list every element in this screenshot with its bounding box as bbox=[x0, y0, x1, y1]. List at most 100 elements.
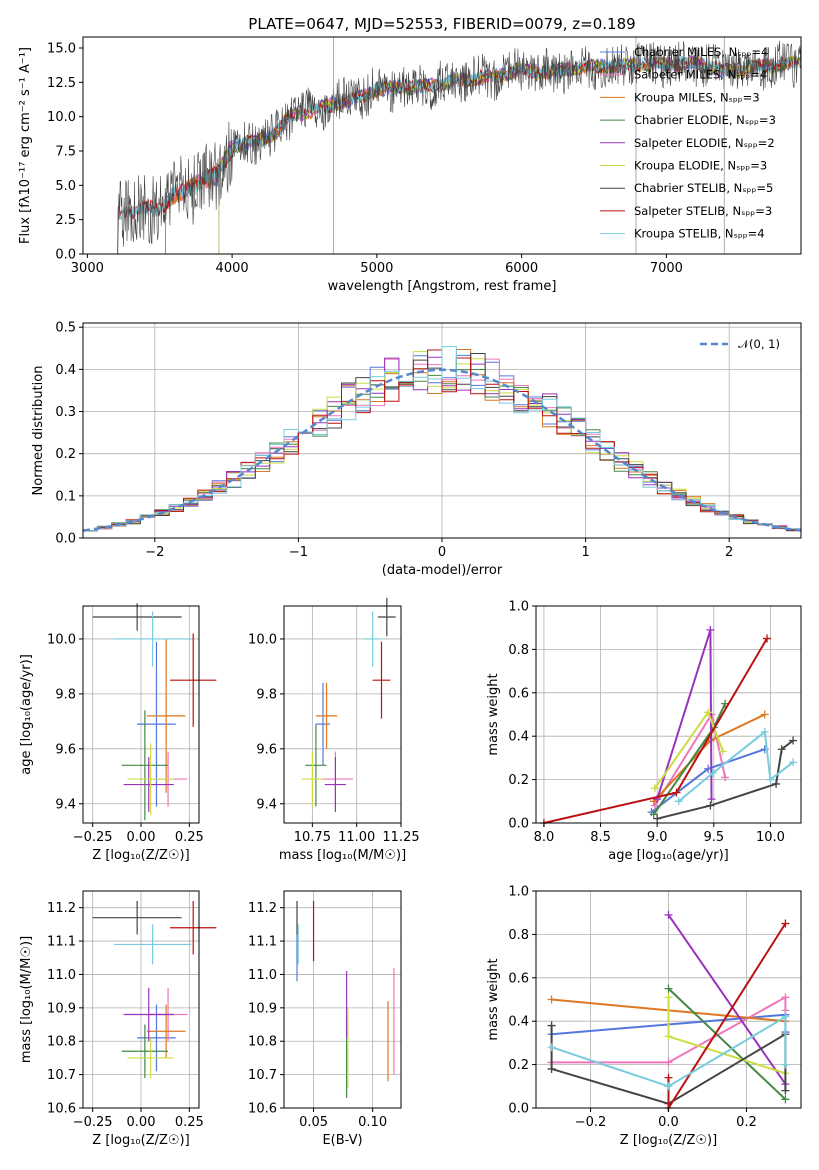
axes-frame bbox=[535, 890, 802, 1109]
weight-line bbox=[652, 703, 727, 815]
legend-label: Chabrier MILES, Nₛₚₚ=4 bbox=[634, 45, 768, 59]
y-tick-label: 12.5 bbox=[47, 76, 76, 91]
x-tick-label: 9.5 bbox=[703, 830, 724, 845]
weight-point bbox=[650, 784, 659, 793]
y-tick-label: 10.9 bbox=[248, 1001, 277, 1016]
x-axis-label: (data-model)/error bbox=[382, 563, 503, 578]
residuals-plot-area bbox=[82, 346, 802, 532]
x-tick-label: 10.75 bbox=[294, 830, 331, 845]
legend-label: Chabrier STELIB, Nₛₚₚ=5 bbox=[634, 181, 773, 195]
y-axis-label: Flux [fλ10⁻¹⁷ erg cm⁻² s⁻¹ A⁻¹] bbox=[18, 47, 33, 244]
model-spectrum-line bbox=[218, 55, 802, 255]
x-axis-label: wavelength [Angstrom, rest frame] bbox=[328, 279, 557, 294]
weight-point bbox=[664, 910, 673, 919]
y-tick-label: 9.4 bbox=[256, 797, 277, 812]
y-tick-label: 11.0 bbox=[248, 968, 277, 983]
y-tick-label: 0.6 bbox=[508, 971, 529, 986]
weight-point bbox=[704, 708, 713, 717]
axes-frame bbox=[82, 36, 802, 255]
weight-point bbox=[650, 801, 659, 810]
weight-point bbox=[781, 1060, 790, 1069]
x-axis-label: E(B-V) bbox=[322, 1133, 362, 1148]
x-tick-label: 11.25 bbox=[382, 830, 419, 845]
x-tick-label: 0.00 bbox=[127, 1115, 156, 1130]
y-tick-label: 10.6 bbox=[47, 1102, 76, 1117]
weight-line bbox=[650, 748, 766, 813]
weight-point bbox=[664, 984, 673, 993]
weight-point bbox=[547, 995, 556, 1004]
weight-line bbox=[551, 995, 787, 1064]
y-tick-label: 2.5 bbox=[55, 213, 76, 228]
x-tick-label: 1 bbox=[581, 545, 589, 560]
legend-label: Kroupa STELIB, Nₛₚₚ=4 bbox=[634, 227, 765, 241]
y-tick-label: 11.2 bbox=[47, 901, 76, 916]
weight-point bbox=[547, 1064, 556, 1073]
x-tick-label: 7000 bbox=[650, 261, 683, 276]
weight-point bbox=[718, 747, 727, 756]
residuals-chart: −2 −1 0 1 2 0.0 0.1 0.2 0.3 0.4 0.5 (data-model)/er… bbox=[31, 321, 802, 578]
y-tick-label: 15.0 bbox=[47, 41, 76, 56]
weight-point bbox=[760, 727, 769, 736]
weight-point bbox=[664, 1032, 673, 1041]
weight-point bbox=[781, 1012, 790, 1021]
weight-vs-age-plot-area bbox=[539, 625, 798, 827]
y-tick-label: 1.0 bbox=[508, 600, 529, 615]
x-tick-label: 11.00 bbox=[338, 830, 375, 845]
y-tick-label: 1.0 bbox=[508, 885, 529, 900]
age-vs-mass-plot-area bbox=[301, 597, 396, 813]
x-axis-label: Z [log₁₀(Z/Z☉)] bbox=[92, 848, 189, 863]
age-vs-Z-plot-area bbox=[92, 603, 217, 821]
y-tick-label: 7.5 bbox=[55, 144, 76, 159]
y-tick-label: 10.7 bbox=[248, 1068, 277, 1083]
x-tick-label: 0.00 bbox=[127, 830, 156, 845]
x-tick-label: 0.10 bbox=[358, 1115, 387, 1130]
weight-point bbox=[547, 1021, 556, 1030]
x-axis-label: Z [log₁₀(Z/Z☉)] bbox=[620, 1133, 717, 1148]
axes-frame bbox=[283, 890, 402, 1109]
y-tick-label: 0.1 bbox=[55, 489, 76, 504]
x-tick-label: −0.25 bbox=[73, 1115, 113, 1130]
x-tick-label: 9.0 bbox=[647, 830, 668, 845]
y-tick-label: 10.0 bbox=[47, 632, 76, 647]
weight-point bbox=[674, 797, 683, 806]
mass-vs-EBV-plot-area bbox=[296, 901, 395, 1098]
legend-label: Kroupa ELODIE, Nₛₚₚ=3 bbox=[634, 159, 767, 173]
weight-point bbox=[707, 795, 716, 804]
y-tick-label: 0.0 bbox=[508, 1102, 529, 1117]
weight-line bbox=[667, 997, 786, 1075]
x-tick-label: 6000 bbox=[505, 261, 538, 276]
weight-point bbox=[547, 1043, 556, 1052]
y-tick-label: 10.0 bbox=[47, 110, 76, 125]
weight-point bbox=[789, 736, 798, 745]
x-tick-label: −1 bbox=[289, 545, 308, 560]
y-axis-label: Normed distribution bbox=[31, 366, 46, 496]
y-tick-label: 0.5 bbox=[55, 321, 76, 336]
observed-spectrum-line bbox=[117, 40, 802, 255]
weight-point bbox=[763, 634, 772, 643]
x-tick-label: 0.0 bbox=[658, 1115, 679, 1130]
y-tick-label: 10.0 bbox=[248, 632, 277, 647]
x-tick-label: 0.25 bbox=[175, 830, 204, 845]
weight-point bbox=[781, 993, 790, 1002]
weight-point bbox=[760, 710, 769, 719]
y-tick-label: 0.3 bbox=[55, 405, 76, 420]
mass-vs-Z-plot-area bbox=[92, 901, 217, 1078]
y-tick-label: 0.0 bbox=[55, 532, 76, 547]
y-tick-label: 5.0 bbox=[55, 179, 76, 194]
y-tick-label: 0.2 bbox=[508, 773, 529, 788]
spectrum-chart: 3000 4000 5000 6000 7000 0.0 2.5 5.0 7.5 10.0 12.5… bbox=[18, 15, 802, 294]
legend-label: Chabrier ELODIE, Nₛₚₚ=3 bbox=[634, 113, 776, 127]
weight-point bbox=[664, 1073, 673, 1082]
y-tick-label: 0.6 bbox=[508, 686, 529, 701]
weight-vs-Z-chart: −0.2 0.0 0.2 0.0 0.2 0.4 0.6 0.8 1.0 Z [log₁₀(Z/Z… bbox=[486, 885, 802, 1148]
age-vs-Z-chart: −0.25 0.00 0.25 9.4 9.6 9.8 10.0 Z [log₁₀(Z/Z☉)… bbox=[19, 603, 217, 863]
y-tick-label: 9.8 bbox=[55, 687, 76, 702]
weight-point bbox=[653, 814, 662, 823]
y-tick-label: 0.8 bbox=[508, 928, 529, 943]
y-tick-label: 0.2 bbox=[55, 447, 76, 462]
weight-line bbox=[678, 730, 794, 803]
x-tick-label: 0 bbox=[438, 545, 446, 560]
weight-point bbox=[721, 773, 730, 782]
weight-line bbox=[543, 637, 768, 824]
